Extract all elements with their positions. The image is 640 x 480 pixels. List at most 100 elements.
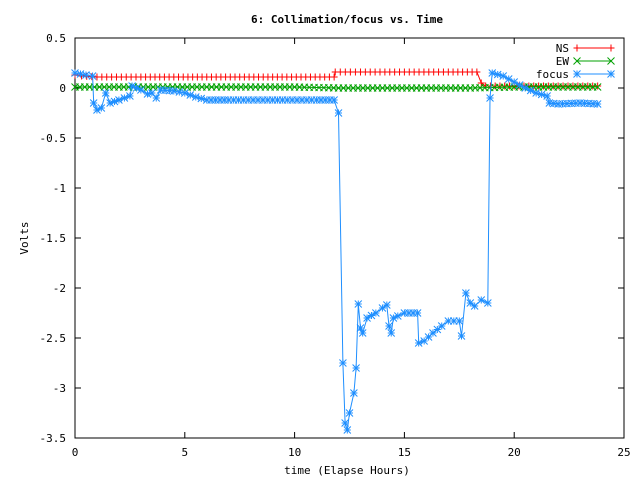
data-point-stroke — [483, 299, 492, 307]
data-point-stroke — [504, 75, 513, 83]
data-point-stroke — [148, 89, 156, 97]
data-point-stroke — [101, 89, 110, 97]
data-point — [352, 364, 360, 372]
legend-marker-stroke — [573, 70, 581, 78]
data-point-stroke — [444, 317, 453, 325]
data-point — [330, 73, 338, 81]
data-point-stroke — [106, 99, 114, 107]
legend-marker-stroke — [607, 70, 615, 78]
data-point — [515, 81, 524, 89]
data-point — [429, 329, 437, 337]
data-point — [339, 359, 347, 367]
data-point — [106, 99, 114, 107]
data-point — [358, 329, 367, 337]
y-tick-label: 0.5 — [46, 32, 66, 45]
data-point — [343, 426, 352, 434]
data-point — [76, 70, 85, 78]
data-point — [593, 83, 602, 91]
data-point-stroke — [354, 300, 363, 308]
series-ew — [71, 83, 602, 92]
data-point — [89, 99, 98, 107]
data-point-stroke — [186, 91, 195, 99]
data-point-stroke — [470, 302, 479, 310]
data-point — [152, 94, 161, 102]
data-point — [393, 312, 402, 320]
legend-label: focus — [536, 68, 569, 81]
data-point — [389, 314, 398, 322]
legend-marker — [573, 57, 581, 65]
data-point-stroke — [334, 109, 343, 117]
data-point-stroke — [343, 426, 352, 434]
legend-label: NS — [556, 42, 569, 55]
data-point — [330, 96, 338, 104]
data-point — [486, 94, 494, 102]
legend-marker-stroke — [607, 57, 615, 65]
x-tick-label: 10 — [288, 446, 301, 459]
data-point-stroke — [126, 92, 134, 100]
data-point-stroke — [526, 86, 535, 95]
data-point-stroke — [350, 389, 358, 397]
data-point — [477, 296, 486, 304]
data-point — [462, 289, 470, 297]
data-point — [385, 322, 393, 330]
data-point-stroke — [88, 72, 97, 80]
legend-marker — [607, 70, 615, 78]
data-point-stroke — [433, 325, 442, 334]
data-point-stroke — [330, 96, 338, 104]
data-point-stroke — [358, 329, 367, 337]
data-point-stroke — [515, 81, 524, 89]
x-axis-label: time (Elapse Hours) — [284, 464, 410, 477]
data-point-stroke — [549, 99, 558, 108]
y-axis-label: Volts — [18, 221, 31, 254]
data-point-stroke — [486, 94, 494, 102]
data-point-stroke — [378, 304, 387, 312]
data-point — [378, 304, 387, 312]
series-ew-markers — [71, 83, 602, 92]
y-tick-label: 0 — [59, 82, 66, 95]
y-tick-label: -1 — [53, 182, 66, 195]
data-point — [137, 86, 145, 94]
data-point — [521, 84, 530, 92]
data-point-stroke — [180, 89, 189, 97]
series-ns — [71, 68, 602, 90]
data-point-stroke — [455, 317, 464, 325]
data-point-stroke — [137, 86, 145, 94]
data-point-stroke — [371, 309, 380, 317]
data-point-stroke — [341, 419, 349, 427]
data-point — [387, 329, 396, 337]
chart-title: 6: Collimation/focus vs. Time — [251, 13, 443, 26]
data-point-stroke — [477, 296, 486, 304]
data-point-stroke — [143, 90, 152, 98]
data-point-stroke — [110, 97, 119, 106]
legend-marker — [573, 44, 581, 52]
data-point — [341, 419, 349, 427]
data-point — [197, 94, 206, 103]
data-point — [334, 109, 343, 117]
series-layer — [71, 68, 602, 434]
data-point-stroke — [385, 322, 393, 330]
data-point-stroke — [593, 83, 602, 91]
y-tick-label: -3.5 — [40, 432, 67, 445]
data-point — [473, 68, 481, 76]
data-point-stroke — [89, 99, 98, 107]
data-point-stroke — [437, 322, 446, 330]
y-tick-label: -3 — [53, 382, 66, 395]
data-point-stroke — [382, 301, 391, 309]
data-point — [594, 82, 602, 90]
data-point — [143, 90, 152, 98]
data-point-stroke — [593, 100, 602, 108]
data-point — [126, 92, 134, 100]
y-tick-label: -2.5 — [40, 332, 67, 345]
data-point-stroke — [82, 71, 90, 79]
data-point — [437, 322, 446, 330]
series-focus-markers — [71, 69, 602, 434]
data-point — [115, 96, 123, 104]
data-point-stroke — [352, 364, 360, 372]
data-point — [488, 69, 497, 77]
data-point — [457, 332, 466, 340]
legend-marker — [573, 70, 581, 78]
x-tick-label: 0 — [72, 446, 79, 459]
data-point — [382, 301, 391, 309]
